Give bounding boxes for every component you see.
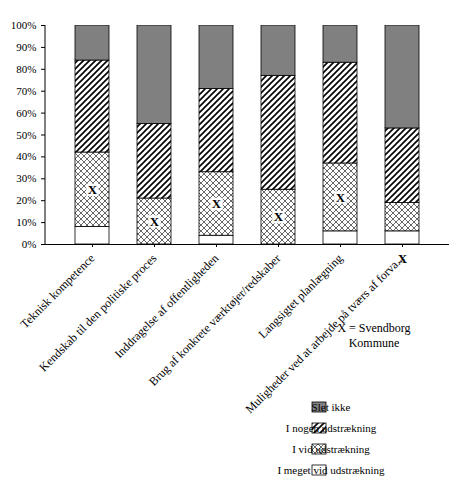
svg-text:X: X bbox=[398, 251, 408, 266]
svg-text:20%: 20% bbox=[16, 194, 36, 206]
svg-text:40%: 40% bbox=[16, 150, 36, 162]
svg-text:60%: 60% bbox=[16, 107, 36, 119]
svg-text:30%: 30% bbox=[16, 172, 36, 184]
svg-text:I vid udstrækning: I vid udstrækning bbox=[292, 443, 370, 455]
svg-text:I meget vid udstrækning: I meget vid udstrækning bbox=[277, 464, 385, 476]
svg-text:Brug af konkrete værktøjer/red: Brug af konkrete værktøjer/redskaber bbox=[146, 251, 283, 388]
svg-text:Langsigtet planlægning: Langsigtet planlægning bbox=[255, 251, 346, 342]
svg-text:X: X bbox=[336, 190, 346, 205]
svg-text:90%: 90% bbox=[16, 41, 36, 53]
svg-text:I nogen udstrækning: I nogen udstrækning bbox=[286, 422, 377, 434]
svg-text:X: X bbox=[88, 182, 98, 197]
svg-text:Inddragelse af offentligheden: Inddragelse af offentligheden bbox=[112, 251, 222, 361]
svg-text:X: X bbox=[150, 214, 160, 229]
svg-text:Kendskab til den politiske pro: Kendskab til den politiske proces bbox=[36, 251, 159, 374]
svg-text:X: X bbox=[212, 196, 222, 211]
svg-text:70%: 70% bbox=[16, 85, 36, 97]
svg-text:Teknisk kompetence: Teknisk kompetence bbox=[17, 251, 98, 331]
svg-text:X: X bbox=[274, 209, 284, 224]
svg-text:80%: 80% bbox=[16, 63, 36, 75]
svg-text:Muligheder ved at arbejde på t: Muligheder ved at arbejde på tværs af fo… bbox=[242, 251, 408, 417]
svg-text:50%: 50% bbox=[16, 129, 36, 141]
svg-text:0%: 0% bbox=[22, 238, 37, 250]
svg-text:Slet ikke: Slet ikke bbox=[312, 401, 351, 413]
svg-text:10%: 10% bbox=[16, 216, 36, 228]
svg-text:X = SvendborgKommune: X = SvendborgKommune bbox=[337, 321, 410, 350]
svg-text:100%: 100% bbox=[11, 19, 37, 31]
